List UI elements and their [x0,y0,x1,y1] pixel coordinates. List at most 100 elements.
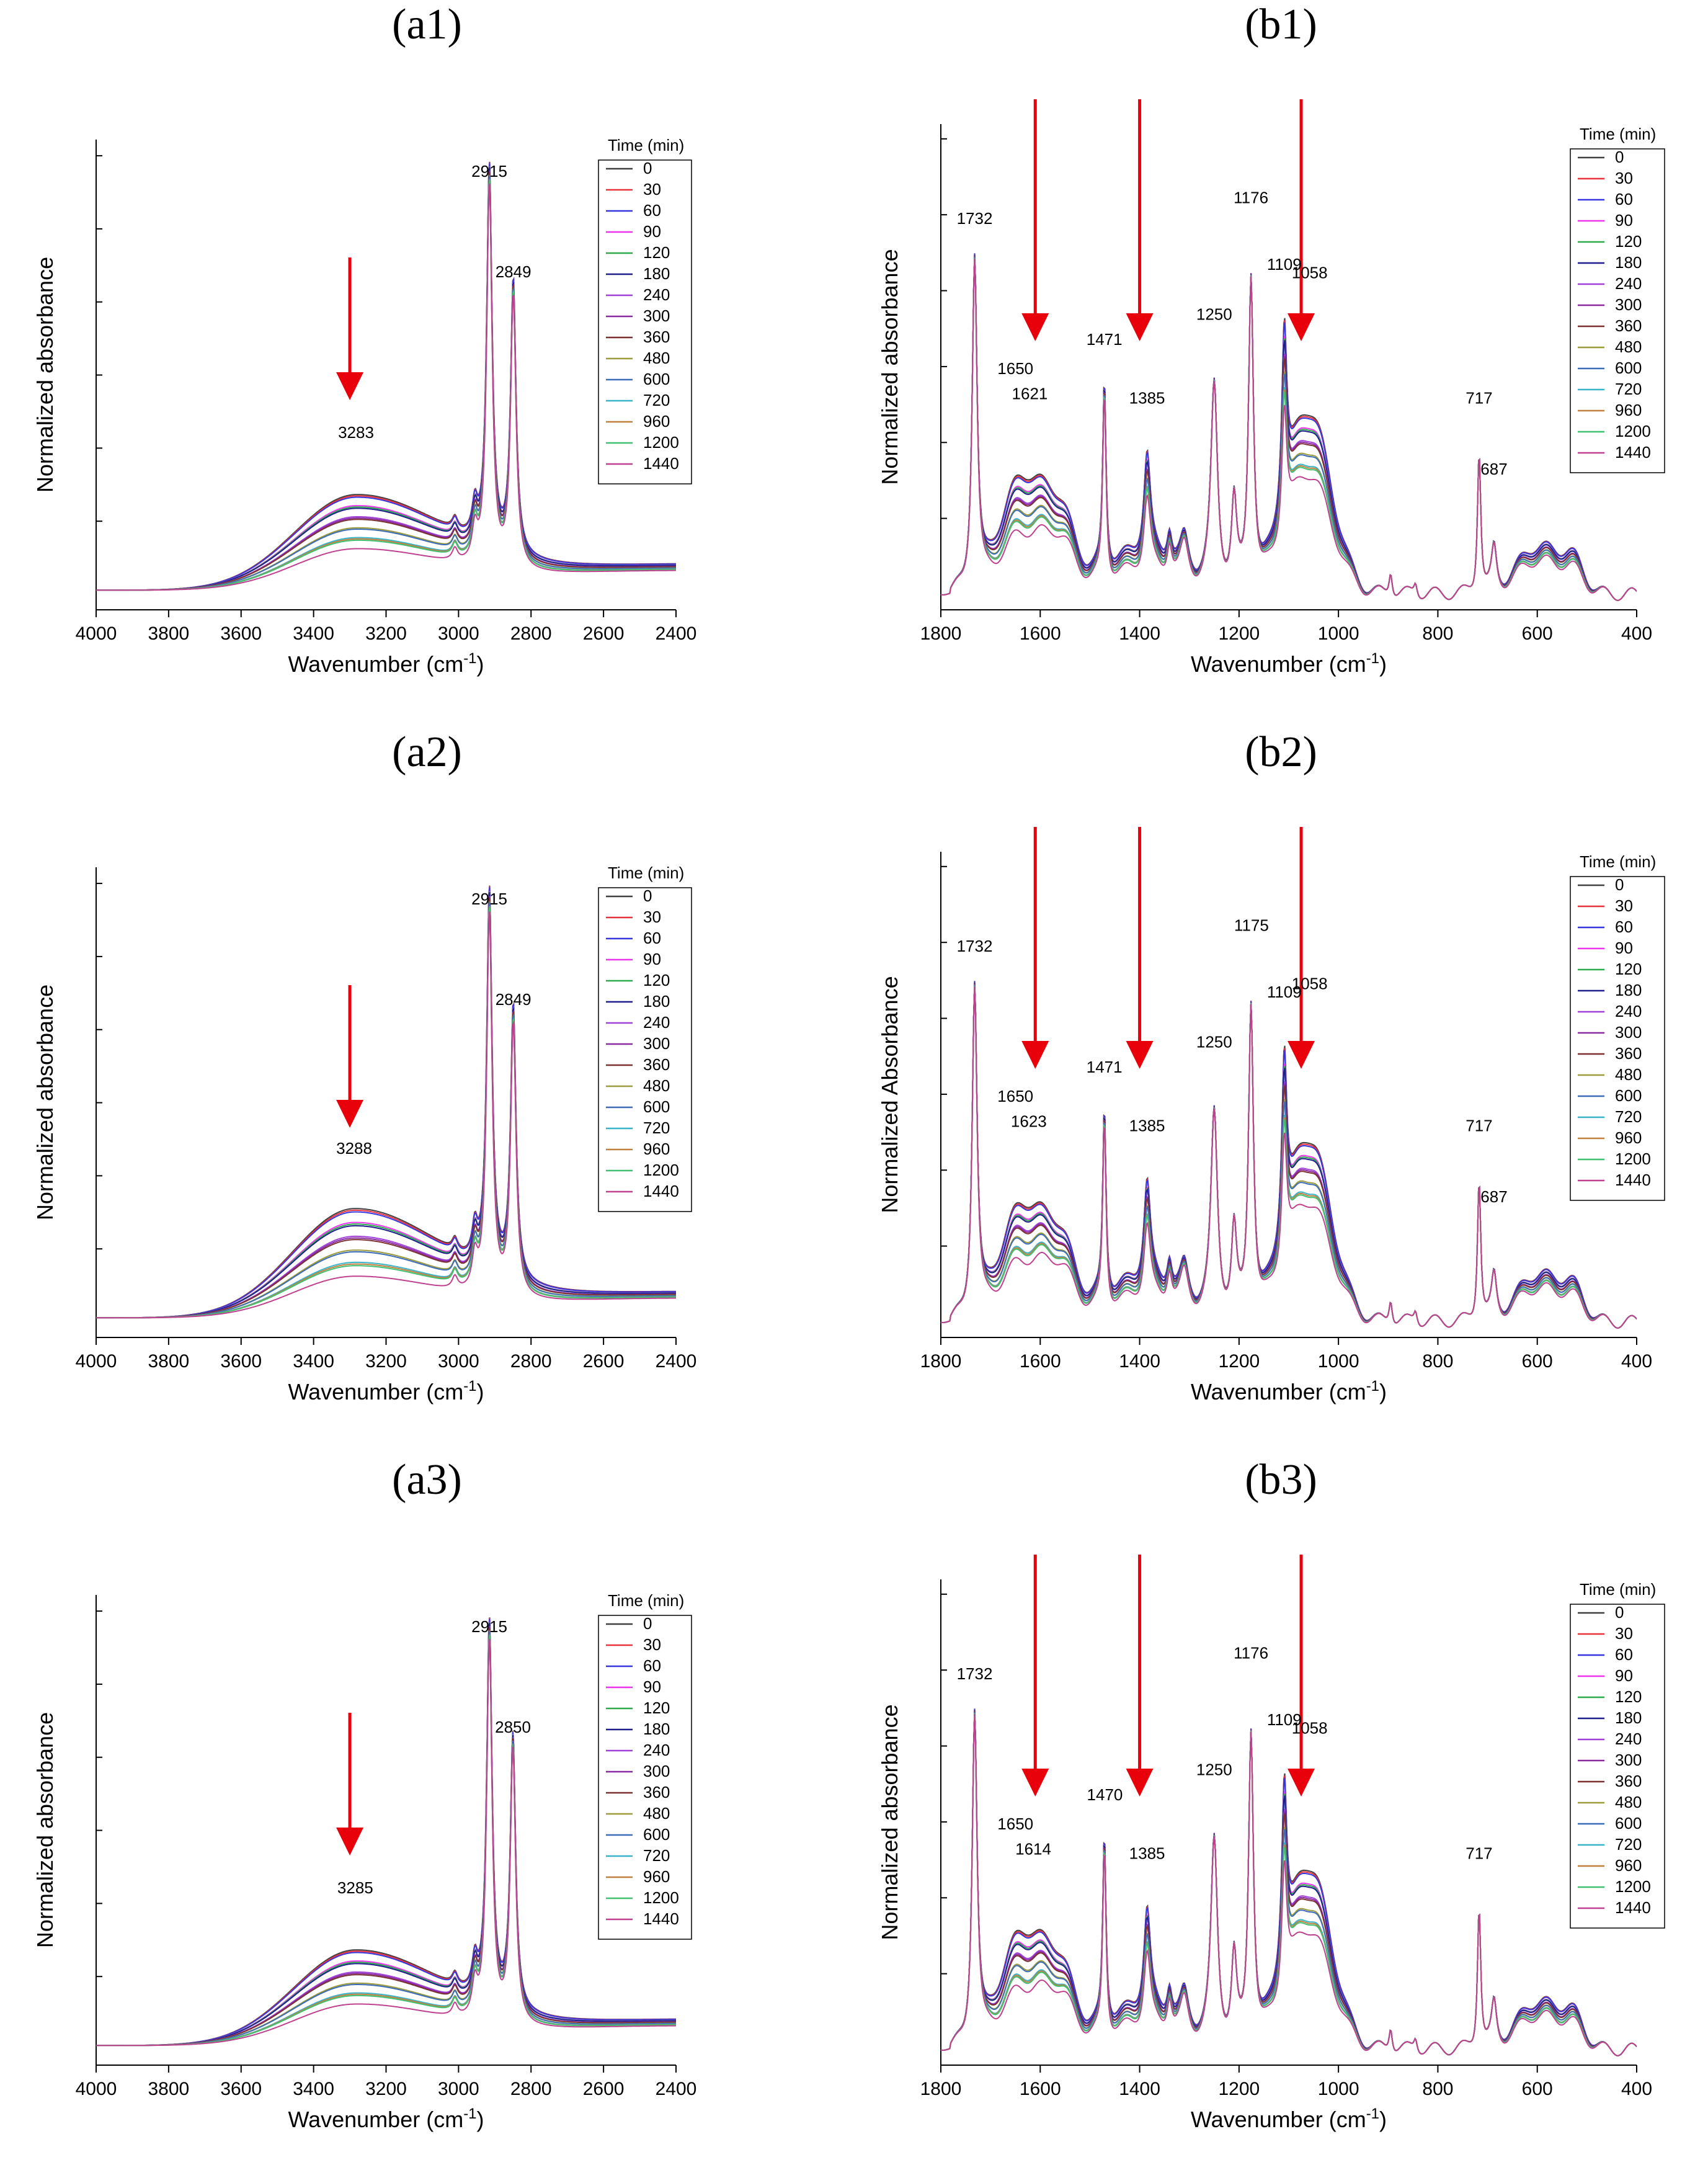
x-tick-label: 1200 [1218,2079,1260,2099]
peak-label: 717 [1466,1844,1492,1862]
series-line-1440 [96,183,676,591]
panel-b2: (b2) 1800 1600 1400 1200 1000 800 600 400 Wavenu… [854,728,1708,1455]
legend-label: 480 [1615,1065,1642,1084]
series-line-240 [96,1626,676,2047]
legend-label: 1200 [643,433,679,452]
x-tick-label: 2400 [656,2079,697,2099]
y-axis-label: Normalized absorbance [32,984,58,1220]
peak-label: 3283 [338,423,374,442]
series-line-360 [96,1627,676,2047]
legend-label: 720 [643,1846,670,1865]
series-line-300 [96,1627,676,2047]
legend-label: 0 [643,1614,652,1633]
x-axis-label: Wavenumber (cm-1) [1191,650,1387,677]
peak-label: 1250 [1196,1761,1232,1779]
red-arrow-head [1126,313,1154,341]
red-arrow-head [1288,1041,1315,1069]
series-line-1440 [96,911,676,1319]
peak-label: 1176 [1234,1643,1268,1662]
x-axis-label: Wavenumber (cm-1) [1191,2105,1387,2132]
x-tick-label: 3000 [438,2079,479,2099]
peak-label: 1650 [997,1815,1033,1833]
series-line-1440 [941,986,1637,1329]
legend-label: 1440 [1615,1171,1651,1189]
x-tick-label: 1200 [1218,623,1260,644]
chart-svg: 4000 3800 3600 3400 3200 3000 2800 2600 2400Wave… [32,1591,697,2132]
legend-label: 180 [1615,253,1642,272]
peak-label: 1470 [1087,1785,1123,1804]
panel-a2: (a2) 4000 3800 3600 3400 3200 3000 2800 2600 240… [0,728,854,1455]
series-line-480 [96,1630,676,2047]
x-tick-label: 1000 [1318,2079,1359,2099]
legend-label: 480 [643,1076,670,1095]
x-tick-label: 1600 [1020,2079,1061,2099]
legend-label: 1440 [643,1909,679,1928]
legend-label: 60 [643,1656,661,1675]
series-line-120 [96,166,676,591]
legend-title: Time (min) [1580,1580,1656,1599]
series-line-90 [96,166,676,591]
series-line-600 [96,902,676,1319]
legend-label: 960 [643,1867,670,1886]
legend-label: 360 [1615,316,1642,335]
series-line-600 [96,1631,676,2047]
series-line-180 [941,1710,1637,2056]
series-line-0 [96,1617,676,2047]
legend-label: 60 [1615,1645,1633,1664]
series-line-600 [941,1712,1637,2056]
legend-box [1570,1604,1665,1929]
series-line-960 [96,179,676,591]
x-tick-label: 2600 [583,2079,625,2099]
x-tick-label: 3200 [365,2079,407,2099]
legend-label: 30 [643,1635,661,1654]
x-tick-label: 1800 [920,623,962,644]
legend-label: 360 [643,1055,670,1074]
legend-box [1570,148,1665,473]
legend-box [598,887,692,1212]
peak-label: 1385 [1129,1844,1165,1862]
red-arrow-head [1021,1769,1049,1797]
peak-label: 1058 [1292,263,1328,282]
legend-label: 480 [643,1804,670,1823]
y-axis-label: Normalized absorbance [877,1704,902,1940]
series-line-90 [96,1622,676,2047]
y-axis-label: Normalized absorbance [32,1712,58,1948]
x-tick-label: 3200 [365,1351,407,1372]
peak-label: 1385 [1129,1116,1165,1135]
series-line-300 [96,171,676,591]
x-tick-label: 2800 [510,623,552,644]
series-line-30 [96,1618,676,2047]
x-tick-label: 4000 [76,623,117,644]
peak-label: 3285 [337,1878,373,1897]
legend-label: 0 [1615,148,1624,166]
x-tick-label: 600 [1522,2079,1553,2099]
red-arrow-head [1288,1769,1315,1797]
y-axis-label: Normalized absorbance [32,257,58,493]
red-arrow-head [1126,1041,1154,1069]
series-line-1200 [941,985,1637,1329]
peak-label: 2915 [471,1617,507,1636]
legend-label: 960 [1615,1128,1642,1147]
x-tick-label: 2600 [583,1351,625,1372]
panel-title: (b2) [1245,728,1317,776]
peak-label: 1650 [997,1087,1033,1105]
x-tick-label: 400 [1621,1351,1652,1372]
legend-label: 1440 [1615,1898,1651,1917]
legend-label: 720 [643,391,670,409]
series-line-360 [941,983,1637,1329]
series-line-720 [96,906,676,1319]
x-tick-label: 400 [1621,2079,1652,2099]
peak-label: 3288 [336,1139,372,1158]
red-arrow-head [1021,1041,1049,1069]
x-tick-label: 1000 [1318,623,1359,644]
legend-label: 720 [1615,1835,1642,1854]
red-arrow-head [1126,1769,1154,1797]
series-line-1200 [96,907,676,1319]
x-tick-label: 2800 [510,2079,552,2099]
series-line-1200 [96,180,676,591]
panel-title: (b1) [1245,1,1317,48]
chart-svg: 1800 1600 1400 1200 1000 800 600 400Wavenumber … [877,827,1665,1404]
legend-box [1570,876,1665,1201]
legend-label: 240 [643,1013,670,1032]
peak-label: 717 [1466,388,1492,407]
